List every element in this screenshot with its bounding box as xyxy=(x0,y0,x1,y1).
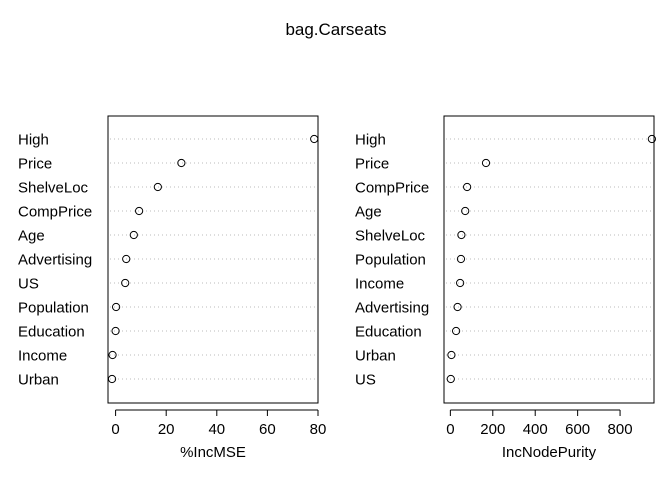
data-point xyxy=(456,254,466,264)
category-label: Income xyxy=(18,348,67,365)
category-label: Price xyxy=(18,156,52,173)
data-point xyxy=(121,278,130,288)
x-tick-label: 400 xyxy=(523,421,548,438)
data-point xyxy=(461,206,470,216)
data-point xyxy=(129,230,138,240)
x-axis-label: IncNodePurity xyxy=(502,444,597,461)
category-label: US xyxy=(18,276,39,293)
category-label: Price xyxy=(355,156,389,173)
category-label: Income xyxy=(355,276,404,293)
data-point xyxy=(177,158,186,168)
x-tick-label: 600 xyxy=(565,421,590,438)
data-point xyxy=(456,278,465,288)
x-axis-label: %IncMSE xyxy=(180,444,246,461)
category-label: Age xyxy=(18,228,45,245)
x-tick-label: 60 xyxy=(259,421,276,438)
data-point xyxy=(135,206,144,216)
data-point xyxy=(447,350,456,360)
x-tick-label: 800 xyxy=(608,421,633,438)
data-point xyxy=(446,374,455,384)
data-point xyxy=(481,158,491,168)
x-tick-label: 40 xyxy=(208,421,225,438)
x-tick-label: 200 xyxy=(480,421,505,438)
panel-incnodepurity: High Price CompPrice Age ShelveLoc Population… xyxy=(355,115,656,461)
category-label: High xyxy=(18,132,49,149)
data-point xyxy=(453,302,462,312)
category-label: Population xyxy=(355,252,426,269)
x-tick-label: 20 xyxy=(158,421,175,438)
data-point xyxy=(111,302,121,312)
category-label: CompPrice xyxy=(18,204,92,221)
category-label: Population xyxy=(18,300,89,317)
data-point xyxy=(310,134,319,144)
category-label: ShelveLoc xyxy=(355,228,426,245)
figure-title: bag.Carseats xyxy=(285,20,386,39)
data-point xyxy=(463,182,472,192)
category-label: Urban xyxy=(18,372,59,389)
data-point xyxy=(457,230,466,240)
category-label: ShelveLoc xyxy=(18,180,89,197)
category-label: Advertising xyxy=(18,252,92,269)
data-point xyxy=(647,134,656,144)
data-point xyxy=(107,374,117,384)
x-tick-label: 80 xyxy=(310,421,327,438)
data-point xyxy=(122,254,131,264)
category-label: Education xyxy=(18,324,85,341)
category-label: Education xyxy=(355,324,422,341)
panel-incmse: High Price ShelveLoc CompPrice Age Advertisin… xyxy=(18,115,327,461)
plot-frame xyxy=(443,115,655,404)
category-label: Advertising xyxy=(355,300,429,317)
data-point xyxy=(111,326,120,336)
category-label: CompPrice xyxy=(355,180,429,197)
category-label: US xyxy=(355,372,376,389)
plot-frame xyxy=(107,115,319,404)
x-tick-label: 0 xyxy=(111,421,119,438)
category-label: Urban xyxy=(355,348,396,365)
x-tick-label: 0 xyxy=(446,421,454,438)
data-point xyxy=(153,182,162,192)
category-label: Age xyxy=(355,204,382,221)
category-label: High xyxy=(355,132,386,149)
data-point xyxy=(451,326,461,336)
data-point xyxy=(108,350,117,360)
